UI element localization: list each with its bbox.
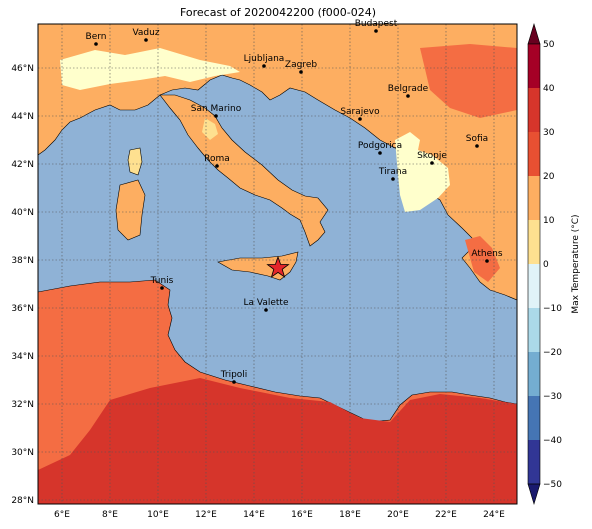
alps-mild-patch [60,48,240,90]
colorbar [527,22,541,506]
city-dot [475,144,479,148]
city-label: Vaduz [132,28,159,38]
map-frame [37,23,518,505]
city-dot [262,64,266,68]
balkans-warm-patch [420,44,517,118]
city-label: Podgorica [358,141,402,151]
colorbar-seg [528,220,540,264]
colorbar-seg [528,176,540,220]
city-dot [391,177,395,181]
lon-axis: 6°E 8°E 10°E 12°E 14°E 16°E 18°E 20°E 22… [54,510,505,520]
colorbar-frame [527,43,541,485]
colorbar-seg [528,440,540,484]
lat-axis: 46°N 44°N 42°N 40°N 38°N 36°N 34°N 32°N … [11,64,34,506]
italy-peninsula [159,94,329,247]
colorbar-seg [528,396,540,440]
lat-label: 44°N [11,112,34,122]
colorbar-seg [528,88,540,132]
city-label: San Marino [191,104,242,114]
city-dot [160,286,164,290]
lon-label: 24°E [483,510,505,520]
city-dot [215,164,219,168]
colorbar-label: Max Temperature (°C) [571,214,581,313]
colorbar-bottom-arrow [527,483,541,506]
city-label: Budapest [355,19,398,29]
colorbar-seg [528,352,540,396]
lon-label: 14°E [243,510,265,520]
lon-label: 16°E [291,510,313,520]
city-dot [358,117,362,121]
lon-label: 6°E [54,510,70,520]
colorbar-tick: −50 [543,480,562,490]
lat-label: 30°N [11,448,34,458]
city-label: Skopje [417,151,447,161]
city-dot [378,151,382,155]
lat-label: 32°N [11,400,34,410]
lat-label: 28°N [11,496,34,506]
city-label: Tripoli [220,370,248,380]
colorbar-tick: 20 [543,172,555,182]
star-marker-icon [266,255,290,278]
colorbar-ticks: 50 40 30 20 10 0 −10 −20 −30 −40 −50 [543,40,562,490]
city-label: La Valette [244,298,289,308]
colorbar-tick: 30 [543,128,555,138]
lon-label: 8°E [102,510,118,520]
gridlines [38,24,517,504]
city-dot [485,259,489,263]
colorbar-tick: 10 [543,216,555,226]
city-label: Tunis [150,276,174,286]
sardinia [115,179,146,241]
colorbar-seg [528,132,540,176]
lon-label: 20°E [387,510,409,520]
city-label: Zagreb [285,60,317,70]
city-label: Ljubljana [244,54,285,64]
colorbar-tick: 40 [543,84,555,94]
lon-label: 10°E [147,510,169,520]
lat-label: 38°N [11,256,34,266]
city-label: Roma [204,154,230,164]
city-dot [232,380,236,384]
city-dot [214,114,218,118]
city-dot [299,70,303,74]
city-label: Sarajevo [340,107,380,117]
lat-label: 42°N [11,160,34,170]
colorbar-seg [528,308,540,352]
city-dot [374,29,378,33]
greece-warm-patch [465,236,500,282]
colorbar-tick: 50 [543,40,555,50]
colorbar-tick: −20 [543,348,562,358]
lat-label: 34°N [11,352,34,362]
lat-label: 36°N [11,304,34,314]
map-title: Forecast of 2020042200 (f000-024) [179,6,377,19]
balkans-mild-patch [395,132,450,212]
lon-label: 12°E [195,510,217,520]
colorbar-tick: 0 [543,260,549,270]
city-label: Belgrade [388,84,429,94]
colorbar-tick: −30 [543,392,562,402]
lat-label: 46°N [11,64,34,74]
lon-label: 18°E [339,510,361,520]
colorbar-tick: −40 [543,436,562,446]
corsica [127,147,143,176]
lat-label: 40°N [11,208,34,218]
city-label: Sofia [466,134,488,144]
city-label: Tirana [378,167,407,177]
city-dot [94,42,98,46]
city-dot [144,38,148,42]
city-dot [430,161,434,165]
colorbar-seg [528,44,540,88]
city-label: Athens [471,249,502,259]
colorbar-top-arrow [527,22,541,45]
colorbar-seg [528,264,540,308]
lon-label: 22°E [435,510,457,520]
city-dot [406,94,410,98]
city-markers: Bern Vaduz Budapest Ljubljana Zagreb Bel… [86,19,503,384]
city-label: Bern [86,32,107,42]
city-dot [264,308,268,312]
colorbar-tick: −10 [543,304,562,314]
